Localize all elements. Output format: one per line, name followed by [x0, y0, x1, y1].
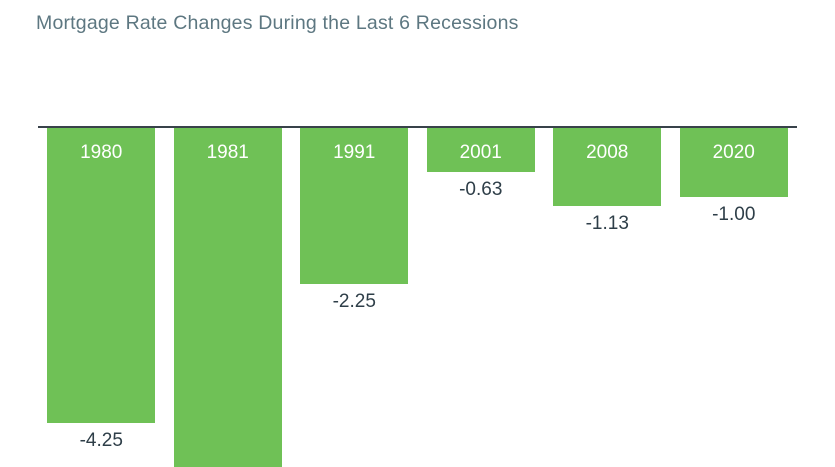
year-label-2020: 2020	[712, 142, 755, 163]
year-label-1991: 1991	[333, 142, 376, 163]
value-label-1991: -2.25	[332, 291, 376, 312]
year-label-2008: 2008	[586, 142, 629, 163]
bar-slot-2001: 2001 -0.63	[418, 128, 545, 200]
year-label-1981: 1981	[206, 142, 249, 163]
bar-1980: 1980	[47, 128, 156, 423]
bar-2001: 2001	[426, 128, 535, 172]
bar-2008: 2008	[553, 128, 662, 206]
bar-slot-1980: 1980 -4.25	[38, 128, 165, 451]
year-label-2001: 2001	[459, 142, 502, 163]
value-label-2020: -1.00	[712, 204, 756, 225]
value-label-1980: -4.25	[79, 430, 123, 451]
value-label-2008: -1.13	[585, 213, 629, 234]
chart-title: Mortgage Rate Changes During the Last 6 …	[36, 12, 519, 34]
bar-slot-1991: 1991 -2.25	[291, 128, 418, 312]
value-label-2001: -0.63	[459, 179, 503, 200]
bar-2020: 2020	[679, 128, 788, 197]
bar-1981: 1981	[173, 128, 282, 467]
zero-baseline-axis	[38, 126, 797, 128]
year-label-1980: 1980	[80, 142, 123, 163]
bar-slot-2008: 2008 -1.13	[544, 128, 671, 234]
plot-area: 1980 -4.25 1981 1991 -2.25 2001 -0.63 2008 -1.13…	[38, 128, 797, 467]
bar-slot-1981: 1981	[165, 128, 292, 467]
bar-slot-2020: 2020 -1.00	[671, 128, 798, 225]
bar-1991: 1991	[300, 128, 409, 284]
